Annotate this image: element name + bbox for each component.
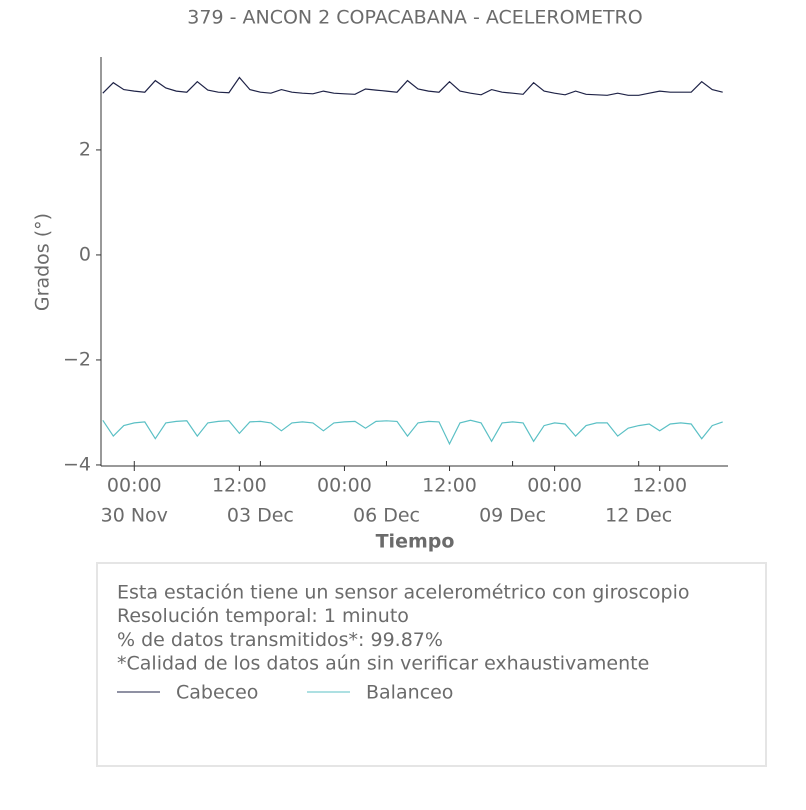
x-date-label: 30 Nov <box>101 505 168 527</box>
legend-label: Balanceo <box>366 682 453 704</box>
y-tick-label: 0 <box>79 243 91 265</box>
info-line: % de datos transmitidos*: 99.87% <box>117 629 443 651</box>
info-line: *Calidad de los datos aún sin verificar … <box>117 653 649 675</box>
series-line <box>102 419 723 446</box>
legend-label: Cabeceo <box>176 682 258 704</box>
info-line: Resolución temporal: 1 minuto <box>117 605 409 627</box>
x-date-label: 06 Dec <box>353 505 420 527</box>
y-tick-label: −2 <box>63 348 91 370</box>
x-tick-label: 12:00 <box>632 475 687 497</box>
x-tick-label: 00:00 <box>107 475 162 497</box>
x-tick-label: 12:00 <box>212 475 267 497</box>
x-tick-label: 00:00 <box>317 475 372 497</box>
chart-title: 379 - ANCON 2 COPACABANA - ACELEROMETRO <box>187 7 642 29</box>
x-date-label: 12 Dec <box>605 505 672 527</box>
x-tick-label: 12:00 <box>422 475 477 497</box>
x-date-label: 09 Dec <box>479 505 546 527</box>
series-line <box>102 76 723 96</box>
x-axis-label: Tiempo <box>376 531 455 553</box>
info-line: Esta estación tiene un sensor aceleromét… <box>117 582 690 604</box>
y-tick-label: −4 <box>63 453 91 475</box>
x-tick-label: 00:00 <box>527 475 582 497</box>
y-axis-label: Grados (°) <box>32 213 54 311</box>
y-tick-label: 2 <box>79 138 91 160</box>
x-date-label: 03 Dec <box>227 505 294 527</box>
info-box <box>96 562 767 767</box>
